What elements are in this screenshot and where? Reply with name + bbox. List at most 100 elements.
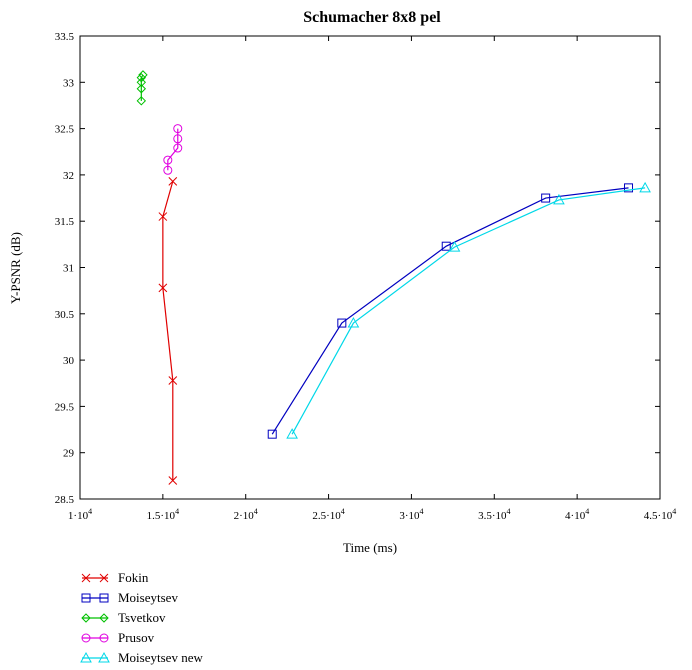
x-tick-exponent: 4 — [585, 507, 589, 516]
legend-item: Moiseytsev new — [80, 648, 203, 668]
x-tick-exponent: 4 — [254, 507, 258, 516]
y-tick-label: 28.5 — [55, 494, 75, 506]
x-tick-exponent: 4 — [88, 507, 92, 516]
legend-marker — [81, 593, 91, 603]
data-point — [624, 183, 634, 193]
data-point — [158, 283, 168, 293]
legend-item: Fokin — [80, 568, 203, 588]
x-tick-label: 1·104 — [68, 507, 92, 522]
chart-title: Schumacher 8x8 pel — [303, 9, 441, 26]
y-tick-label: 33.5 — [55, 31, 75, 43]
y-tick-label: 29 — [63, 448, 75, 460]
x-tick-label: 3·104 — [399, 507, 423, 522]
x-tick-label: 1.5·104 — [147, 507, 179, 522]
y-tick-label: 30.5 — [55, 309, 75, 321]
x-tick-mantissa: 4 — [565, 510, 571, 522]
data-point — [541, 193, 551, 203]
x-tick-label: 4·104 — [565, 507, 589, 522]
legend-label: Moiseytsev new — [118, 650, 203, 665]
x-tick-mantissa: 2.5 — [312, 510, 326, 522]
legend-marker — [99, 573, 109, 583]
legend-label: Fokin — [118, 570, 149, 585]
x-tick-exponent: 4 — [506, 507, 510, 516]
y-tick-label: 31 — [63, 263, 74, 275]
data-point — [553, 193, 565, 205]
data-point — [168, 376, 178, 385]
y-tick-label: 31.5 — [55, 216, 75, 228]
series-moiseytsev — [267, 183, 634, 439]
data-point — [448, 241, 461, 252]
legend-item: Prusov — [80, 628, 203, 648]
x-tick-exponent: 4 — [175, 507, 179, 516]
x-tick-mantissa: 3.5 — [478, 510, 492, 522]
x-axis-label: Time (ms) — [343, 540, 397, 555]
legend-swatch — [81, 613, 109, 623]
y-tick-label: 32 — [63, 170, 74, 182]
x-tick-label: 3.5·104 — [478, 507, 510, 522]
data-point — [286, 428, 298, 439]
legend-item: Tsvetkov — [80, 608, 203, 628]
x-tick-exponent: 4 — [341, 507, 345, 516]
legend-marker — [81, 613, 91, 623]
legend-marker — [99, 593, 109, 603]
data-point — [163, 155, 173, 165]
x-tick-exponent: 4 — [420, 507, 424, 516]
legend-marker — [99, 613, 109, 623]
x-tick-separator: ·10 — [492, 510, 507, 522]
x-tick-mantissa: 2 — [234, 510, 240, 522]
x-tick-separator: ·10 — [658, 510, 673, 522]
data-point — [639, 181, 651, 193]
y-tick-label: 29.5 — [55, 401, 75, 413]
series-line — [162, 181, 174, 481]
x-tick-mantissa: 1 — [68, 510, 74, 522]
legend-swatch — [81, 573, 109, 583]
data-point — [163, 165, 173, 175]
x-tick-label: 4.5·104 — [644, 507, 676, 522]
series-tsvetkov — [136, 70, 148, 106]
legend: Fokin Moiseytsev Tsvetkov Prusov Moiseytsev … — [80, 568, 203, 668]
legend-swatch — [81, 633, 109, 643]
data-point — [136, 84, 147, 94]
data-point — [136, 72, 147, 83]
legend-label: Prusov — [118, 630, 155, 645]
data-point — [136, 96, 147, 106]
x-tick-mantissa: 4.5 — [644, 510, 658, 522]
series-prusov — [163, 124, 183, 175]
x-tick-label: 2.5·104 — [312, 507, 344, 522]
legend-marker — [81, 633, 91, 643]
data-point — [158, 212, 168, 221]
legend-marker — [98, 651, 110, 663]
data-point — [267, 429, 277, 439]
series-fokin — [158, 177, 178, 485]
data-point — [337, 318, 347, 328]
legend-marker — [99, 633, 109, 643]
x-tick-mantissa: 3 — [399, 510, 405, 522]
series-moiseytsev-new — [286, 181, 651, 439]
series-line — [167, 128, 179, 171]
series-line — [271, 187, 629, 435]
y-tick-label: 33 — [63, 77, 75, 89]
x-axis-ticks: 1·104 1.5·104 2·104 2.5·104 3·104 3.5·104 4·10… — [68, 36, 676, 522]
legend-swatch — [80, 651, 110, 663]
x-tick-exponent: 4 — [672, 507, 676, 516]
data-point — [168, 476, 178, 485]
data-point — [138, 70, 148, 80]
data-point — [173, 134, 183, 144]
plot-frame — [79, 35, 661, 500]
legend-swatch — [81, 593, 109, 603]
y-axis-label: Y-PSNR (dB) — [8, 232, 23, 304]
data-point — [173, 124, 183, 134]
series-line — [291, 187, 646, 435]
data-point — [347, 317, 360, 328]
legend-label: Tsvetkov — [118, 610, 166, 625]
legend-marker — [81, 573, 91, 583]
data-point — [173, 143, 183, 153]
x-tick-separator: ·10 — [571, 510, 586, 522]
x-tick-separator: ·10 — [405, 510, 420, 522]
y-tick-label: 32.5 — [55, 124, 75, 136]
legend-label: Moiseytsev — [118, 590, 178, 605]
legend-item: Moiseytsev — [80, 588, 203, 608]
series-layer — [136, 70, 651, 485]
data-point — [168, 177, 178, 186]
legend-marker — [80, 651, 92, 663]
